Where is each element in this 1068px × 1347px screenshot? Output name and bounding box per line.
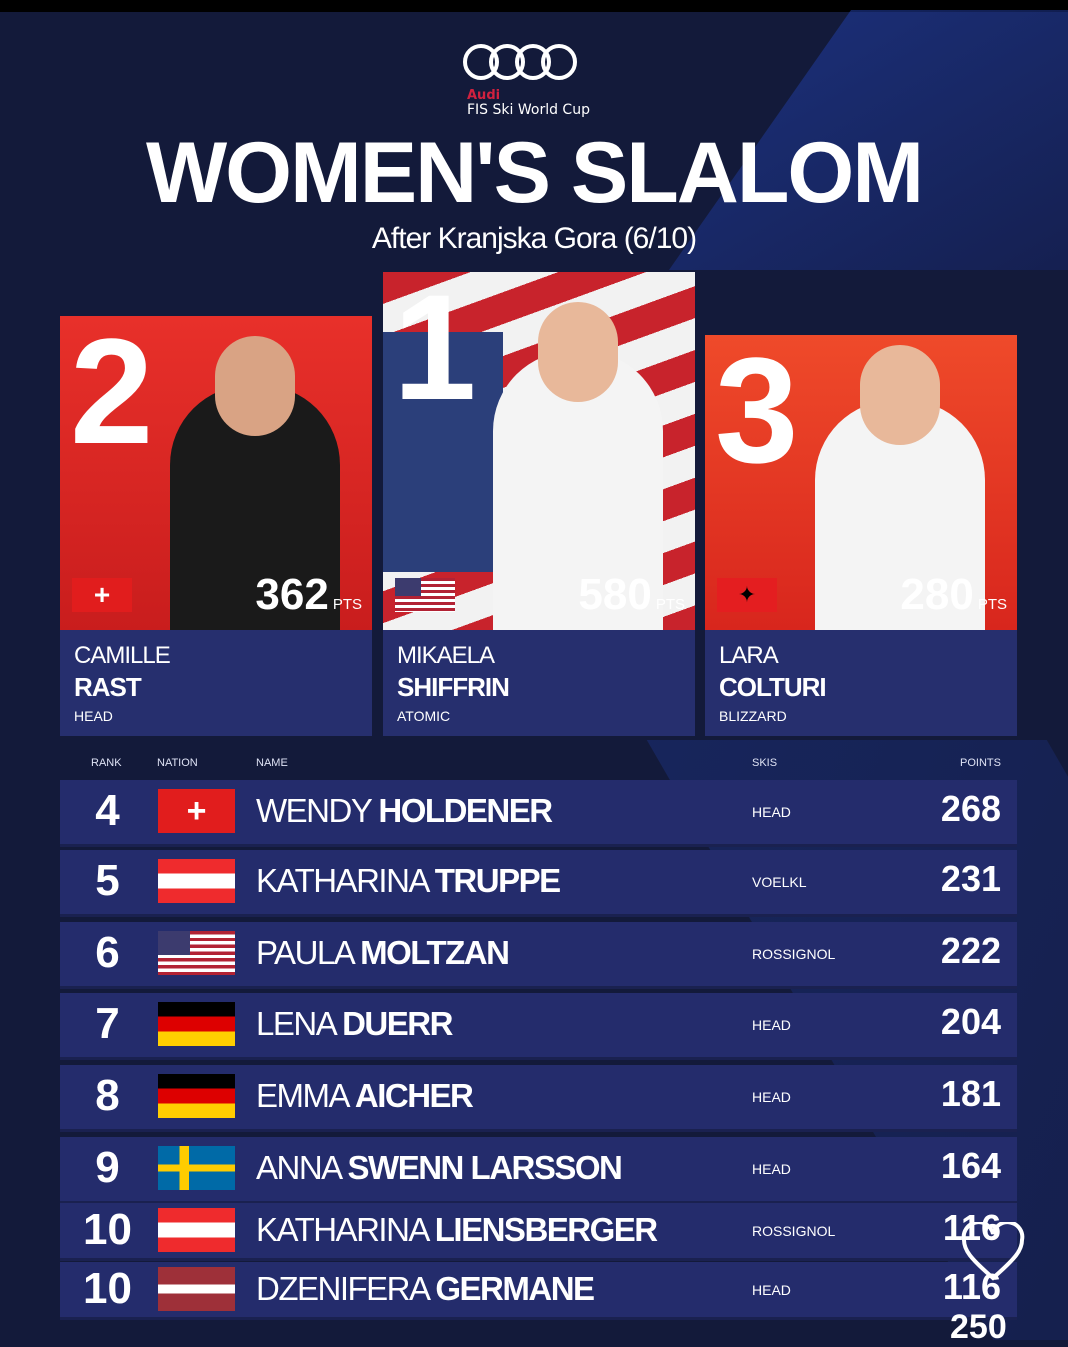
rank: 6 bbox=[95, 928, 120, 977]
table-row: 5 KATHARINA TRUPPE VOELKL 231 bbox=[60, 850, 1017, 914]
athlete-photo: 3 ✦ 280 PTS bbox=[705, 335, 1017, 630]
table-row: 7 LENA DUERR HEAD 204 bbox=[60, 993, 1017, 1057]
flag-germany-icon bbox=[158, 1074, 235, 1118]
points: 204 bbox=[940, 1001, 1001, 1042]
flag-albania-icon: ✦ bbox=[717, 578, 777, 612]
ski-brand: ROSSIGNOL bbox=[752, 946, 836, 962]
ski-brand: BLIZZARD bbox=[719, 708, 787, 724]
podium-rank: 1 bbox=[393, 272, 477, 431]
header-skis: SKIS bbox=[752, 757, 778, 769]
points: 268 bbox=[940, 788, 1001, 829]
podium-rank: 2 bbox=[70, 316, 154, 475]
audi-rings-logo bbox=[463, 44, 577, 80]
athlete-name: LENA DUERR bbox=[256, 1005, 453, 1042]
flag-sweden-icon bbox=[158, 1146, 235, 1190]
header-rank: RANK bbox=[91, 757, 122, 769]
athlete-name: EMMA AICHER bbox=[256, 1077, 474, 1114]
header-name: NAME bbox=[256, 757, 288, 769]
ski-brand: HEAD bbox=[752, 1161, 791, 1177]
flag-switzerland-icon: + bbox=[72, 578, 132, 612]
series-label: FIS Ski World Cup bbox=[467, 102, 590, 118]
table-row: 8 EMMA AICHER HEAD 181 bbox=[60, 1065, 1017, 1129]
rank: 7 bbox=[95, 999, 120, 1048]
athlete-panel: MIKAELA SHIFFRIN ATOMIC bbox=[383, 630, 695, 736]
last-name: COLTURI bbox=[719, 672, 827, 702]
flag-usa-icon bbox=[395, 578, 455, 612]
table-row: 9 ANNA SWENN LARSSON HEAD 164 bbox=[60, 1137, 1017, 1201]
points: 181 bbox=[940, 1073, 1001, 1114]
ski-brand: HEAD bbox=[74, 708, 113, 724]
brand-label: Audi bbox=[467, 88, 501, 103]
rank: 10 bbox=[83, 1264, 132, 1313]
athlete-panel: LARA COLTURI BLIZZARD bbox=[705, 630, 1017, 736]
athlete-panel: CAMILLE RAST HEAD bbox=[60, 630, 372, 736]
points: 164 bbox=[940, 1145, 1001, 1186]
flag-germany-icon bbox=[158, 1002, 235, 1046]
first-name: LARA bbox=[719, 642, 779, 669]
rank: 8 bbox=[95, 1071, 120, 1120]
flag-usa-icon bbox=[158, 931, 235, 975]
table-row: 4 + WENDY HOLDENER HEAD 268 bbox=[60, 780, 1017, 844]
flag-austria-icon bbox=[158, 859, 235, 903]
points: 222 bbox=[940, 930, 1001, 971]
flag-latvia-icon bbox=[158, 1267, 235, 1311]
podium-card-3: 3 ✦ 280 PTS LARA COLTURI BLIZZARD bbox=[705, 335, 1017, 736]
top-bar bbox=[0, 0, 1068, 12]
athlete-name: ANNA SWENN LARSSON bbox=[256, 1149, 623, 1186]
page-title: WOMEN'S SLALOM bbox=[146, 125, 924, 221]
podium-points: 362 PTS bbox=[255, 570, 362, 619]
athlete-name: PAULA MOLTZAN bbox=[256, 934, 510, 971]
ski-brand: VOELKL bbox=[752, 874, 807, 890]
ski-brand: ATOMIC bbox=[397, 708, 451, 724]
athlete-name: KATHARINA LIENSBERGER bbox=[256, 1211, 658, 1248]
athlete-name: WENDY HOLDENER bbox=[256, 792, 553, 829]
ski-brand: HEAD bbox=[752, 1282, 791, 1298]
points: 116 bbox=[942, 1266, 1001, 1307]
rank: 9 bbox=[95, 1143, 120, 1192]
last-name: SHIFFRIN bbox=[397, 672, 510, 702]
ski-brand: HEAD bbox=[752, 804, 791, 820]
first-name: CAMILLE bbox=[74, 642, 171, 669]
athlete-name: DZENIFERA GERMANE bbox=[256, 1270, 595, 1307]
header-nation: NATION bbox=[157, 757, 198, 769]
points: 231 bbox=[940, 858, 1001, 899]
ski-brand: HEAD bbox=[752, 1017, 791, 1033]
heart-icon[interactable] bbox=[960, 1222, 1026, 1282]
flag-switzerland-icon: + bbox=[158, 789, 235, 833]
rank: 10 bbox=[83, 1205, 132, 1254]
ski-brand: HEAD bbox=[752, 1089, 791, 1105]
first-name: MIKAELA bbox=[397, 642, 495, 669]
page-subtitle: After Kranjska Gora (6/10) bbox=[371, 222, 697, 255]
athlete-photo: 1 580 PTS bbox=[383, 272, 695, 630]
podium-card-2: 2 + 362 PTS CAMILLE RAST HEAD bbox=[60, 316, 372, 736]
athlete-photo: 2 + 362 PTS bbox=[60, 316, 372, 630]
athlete-name: KATHARINA TRUPPE bbox=[256, 862, 561, 899]
last-name: RAST bbox=[74, 672, 142, 702]
rank: 5 bbox=[95, 856, 120, 905]
podium-points: 580 PTS bbox=[578, 570, 685, 619]
header-points: POINTS bbox=[960, 757, 1001, 769]
podium-rank: 3 bbox=[715, 335, 799, 494]
podium-points: 280 PTS bbox=[900, 570, 1007, 619]
rank: 4 bbox=[95, 786, 120, 835]
table-row: 6 PAULA MOLTZAN ROSSIGNOL 222 bbox=[60, 922, 1017, 986]
podium-card-1: 1 580 PTS MIKAELA SHIFFRIN ATOMIC bbox=[383, 272, 695, 736]
flag-austria-icon bbox=[158, 1208, 235, 1252]
ski-brand: ROSSIGNOL bbox=[752, 1223, 836, 1239]
table-row: 10 DZENIFERA GERMANE HEAD 116 bbox=[60, 1262, 1017, 1317]
table-row: 10 KATHARINA LIENSBERGER ROSSIGNOL 116 bbox=[60, 1203, 1017, 1258]
